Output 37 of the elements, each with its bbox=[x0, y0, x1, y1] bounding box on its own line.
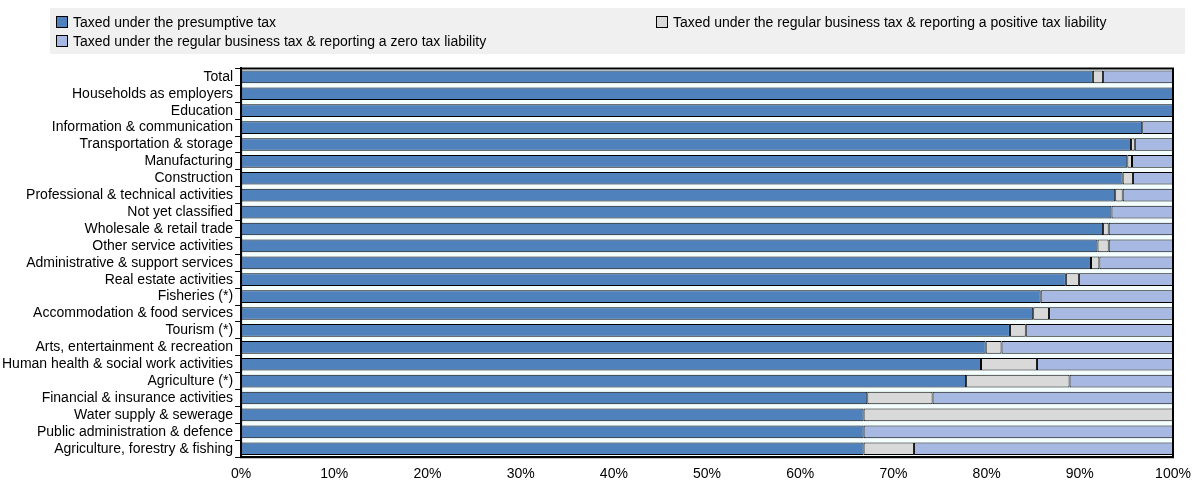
y-tick-label: Education bbox=[170, 101, 234, 118]
x-tick-label: 50% bbox=[693, 465, 722, 482]
y-tick-label: Wholesale & retail trade bbox=[84, 219, 234, 236]
x-tick-label: 0% bbox=[230, 465, 252, 482]
y-tick-label: Households as employers bbox=[72, 84, 234, 101]
x-tick-label: 60% bbox=[786, 465, 815, 482]
x-tick-label: 40% bbox=[599, 465, 628, 482]
y-tick-label: Information & communication bbox=[51, 118, 234, 135]
y-tick-label: Human health & social work activities bbox=[1, 355, 234, 372]
y-tick-label: Not yet classified bbox=[127, 202, 234, 219]
x-tick-label: 90% bbox=[1065, 465, 1094, 482]
y-tick-label: Other service activities bbox=[92, 236, 234, 253]
y-tick-label: Administrative & support services bbox=[26, 253, 234, 270]
legend-label: Taxed under the regular business tax & reporting a positive tax liability bbox=[673, 13, 1107, 30]
y-tick-label: Fisheries (*) bbox=[157, 287, 234, 304]
y-tick-label: Construction bbox=[154, 169, 234, 186]
x-tick-label: 30% bbox=[506, 465, 535, 482]
y-tick-label: Accommodation & food services bbox=[33, 304, 234, 321]
y-tick-label: Tourism (*) bbox=[165, 321, 234, 338]
x-tick-label: 100% bbox=[1155, 465, 1191, 482]
y-tick-label: Arts, entertainment & recreation bbox=[35, 338, 234, 355]
y-tick-label: Water supply & sewerage bbox=[74, 405, 234, 422]
y-tick-label: Agriculture (*) bbox=[147, 371, 234, 388]
y-tick-label: Public administration & defence bbox=[36, 422, 234, 439]
y-tick-label: Total bbox=[203, 67, 234, 84]
y-tick-label: Professional & technical activities bbox=[26, 186, 234, 203]
y-tick-label: Agriculture, forestry & fishing bbox=[54, 439, 234, 456]
x-tick-label: 10% bbox=[320, 465, 349, 482]
x-tick-label: 20% bbox=[413, 465, 442, 482]
legend-label: Taxed under the regular business tax & reporting a zero tax liability bbox=[73, 32, 487, 49]
y-tick-label: Transportation & storage bbox=[79, 135, 234, 152]
x-tick-label: 80% bbox=[972, 465, 1001, 482]
y-tick-label: Real estate activities bbox=[104, 270, 234, 287]
y-tick-label: Financial & insurance activities bbox=[41, 388, 234, 405]
y-tick-label: Manufacturing bbox=[144, 152, 234, 169]
legend-label: Taxed under the presumptive tax bbox=[73, 13, 277, 30]
x-tick-label: 70% bbox=[879, 465, 908, 482]
